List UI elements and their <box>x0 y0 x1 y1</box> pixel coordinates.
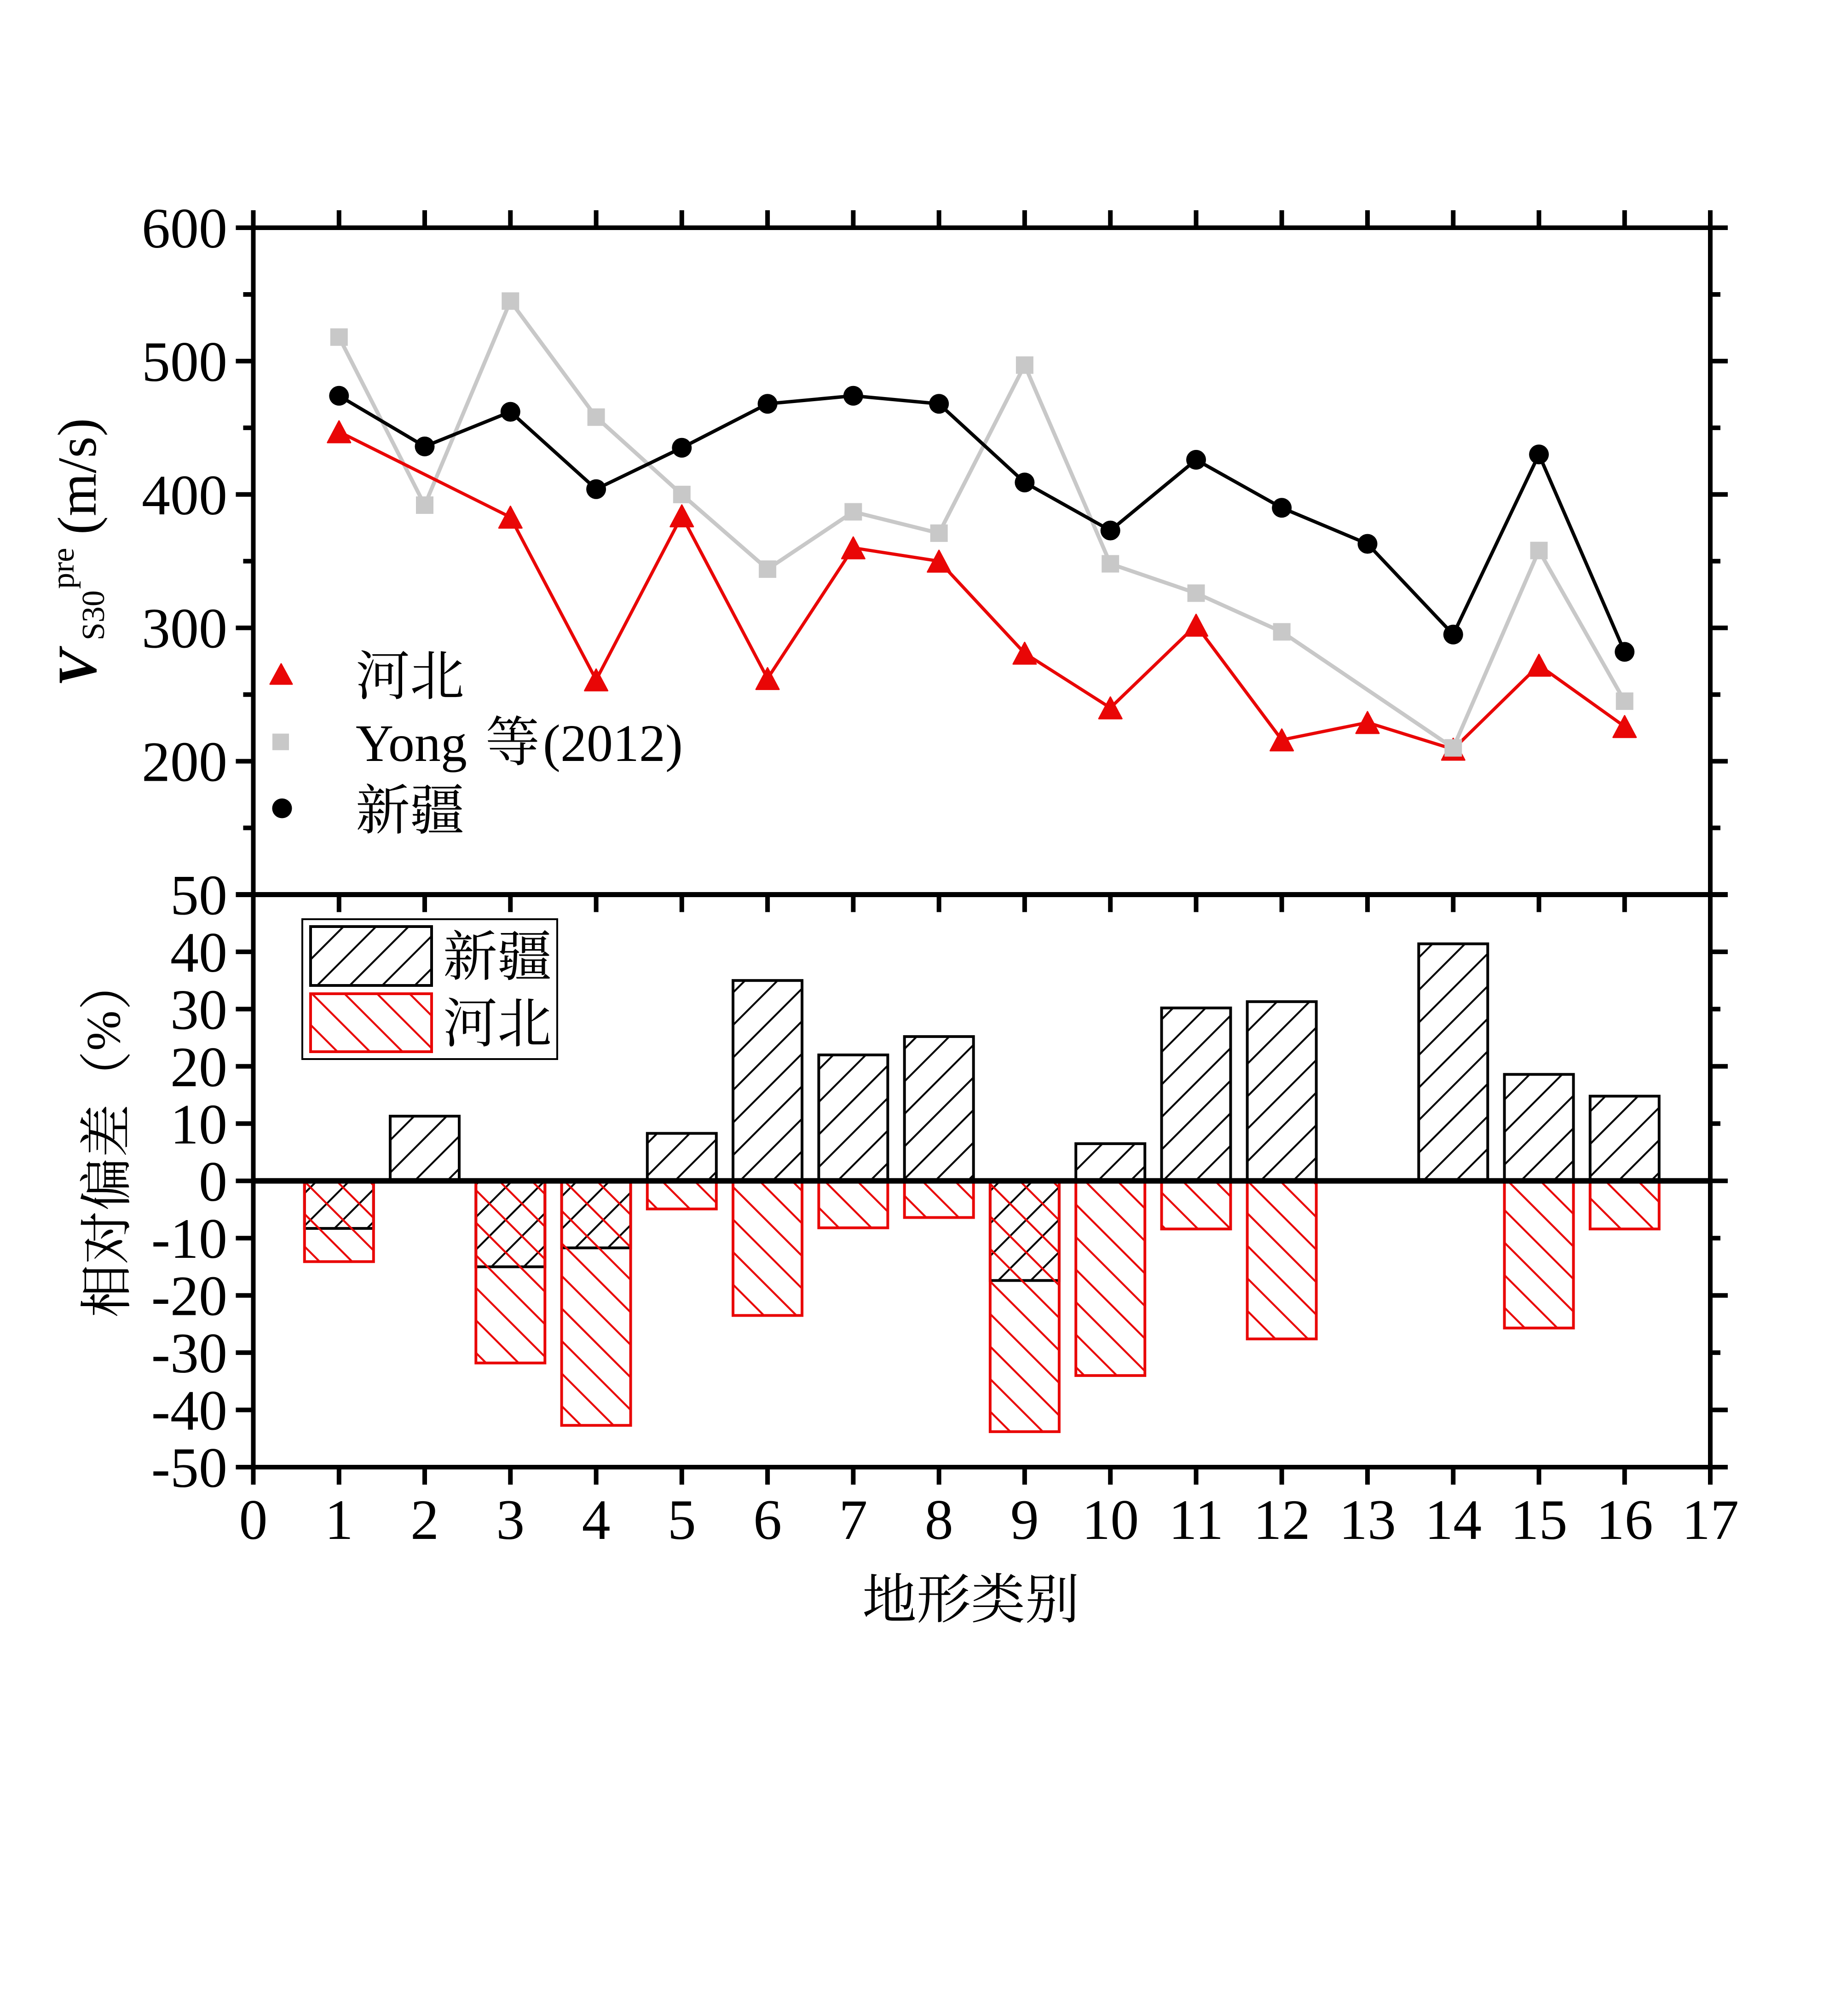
svg-text:(m/s): (m/s) <box>46 418 108 535</box>
svg-text:12: 12 <box>1253 1488 1310 1551</box>
svg-text:1: 1 <box>325 1488 353 1551</box>
svg-text:2: 2 <box>410 1488 439 1551</box>
svg-text:10: 10 <box>1082 1488 1139 1551</box>
svg-text:(2012): (2012) <box>543 714 683 772</box>
svg-text:V: V <box>46 645 108 686</box>
svg-text:-40: -40 <box>151 1379 227 1442</box>
svg-text:-50: -50 <box>151 1436 227 1499</box>
svg-text:40: 40 <box>170 921 227 984</box>
svg-text:4: 4 <box>582 1488 611 1551</box>
svg-text:-20: -20 <box>151 1265 227 1328</box>
svg-text:200: 200 <box>142 731 227 794</box>
svg-text:30: 30 <box>170 978 227 1041</box>
svg-text:500: 500 <box>142 330 227 393</box>
svg-text:7: 7 <box>839 1488 867 1551</box>
svg-text:11: 11 <box>1169 1488 1223 1551</box>
svg-text:600: 600 <box>142 197 227 260</box>
svg-text:3: 3 <box>496 1488 525 1551</box>
svg-text:0: 0 <box>199 1150 227 1213</box>
svg-text:17: 17 <box>1682 1488 1739 1551</box>
svg-text:20: 20 <box>170 1036 227 1099</box>
svg-text:8: 8 <box>925 1488 953 1551</box>
svg-text:-30: -30 <box>151 1322 227 1385</box>
svg-text:300: 300 <box>142 597 227 660</box>
svg-text:10: 10 <box>170 1093 227 1156</box>
svg-text:0: 0 <box>239 1488 268 1551</box>
svg-text:400: 400 <box>142 464 227 527</box>
svg-text:14: 14 <box>1425 1488 1482 1551</box>
svg-text:%: % <box>76 1011 130 1051</box>
svg-text:Yong: Yong <box>356 714 467 772</box>
svg-text:6: 6 <box>753 1488 782 1551</box>
svg-text:15: 15 <box>1511 1488 1568 1551</box>
svg-text:50: 50 <box>170 864 227 927</box>
svg-text:5: 5 <box>668 1488 696 1551</box>
svg-text:S30: S30 <box>76 590 111 640</box>
svg-text:13: 13 <box>1339 1488 1396 1551</box>
svg-text:-10: -10 <box>151 1207 227 1270</box>
svg-text:pre: pre <box>46 548 81 589</box>
svg-text:9: 9 <box>1010 1488 1039 1551</box>
svg-text:16: 16 <box>1596 1488 1653 1551</box>
